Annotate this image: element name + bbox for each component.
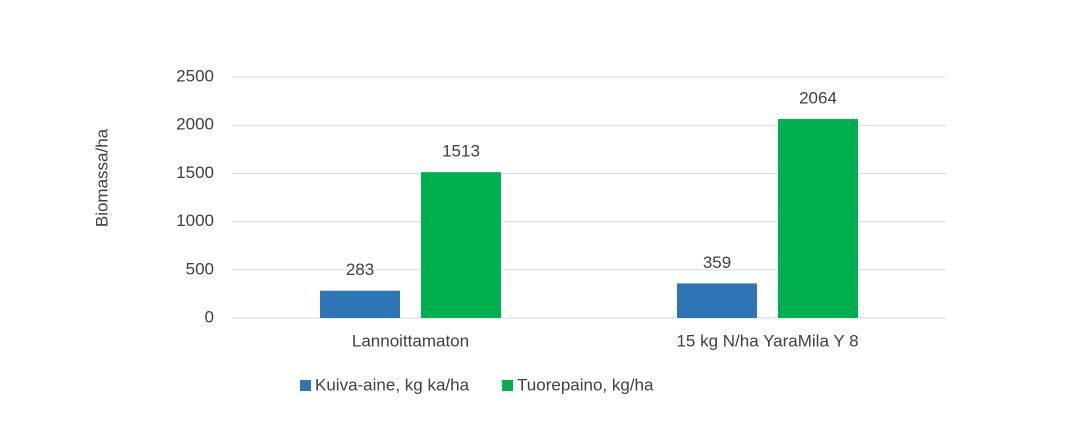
legend-label: Kuiva-aine, kg ka/ha xyxy=(315,375,470,394)
legend-swatch xyxy=(502,380,514,391)
y-tick-label: 1500 xyxy=(176,163,214,182)
x-tick-label: Lannoittamaton xyxy=(352,331,469,350)
value-label: 359 xyxy=(703,253,731,272)
y-tick-label: 500 xyxy=(186,259,214,278)
value-label: 283 xyxy=(346,260,374,279)
y-tick-label: 2500 xyxy=(176,66,214,85)
bar xyxy=(320,290,400,318)
bar xyxy=(421,172,501,318)
y-tick-label: 2000 xyxy=(176,115,214,134)
legend-label: Tuorepaino, kg/ha xyxy=(517,375,654,394)
y-tick-label: 0 xyxy=(205,307,214,326)
legend-swatch xyxy=(300,380,311,391)
value-label: 2064 xyxy=(799,89,837,108)
value-label: 1513 xyxy=(442,142,480,161)
bar xyxy=(677,283,757,318)
bar xyxy=(778,119,858,319)
x-tick-label: 15 kg N/ha YaraMila Y 8 xyxy=(676,331,858,350)
y-tick-label: 1000 xyxy=(176,211,214,230)
y-axis-label: Biomassa/ha xyxy=(92,128,111,227)
